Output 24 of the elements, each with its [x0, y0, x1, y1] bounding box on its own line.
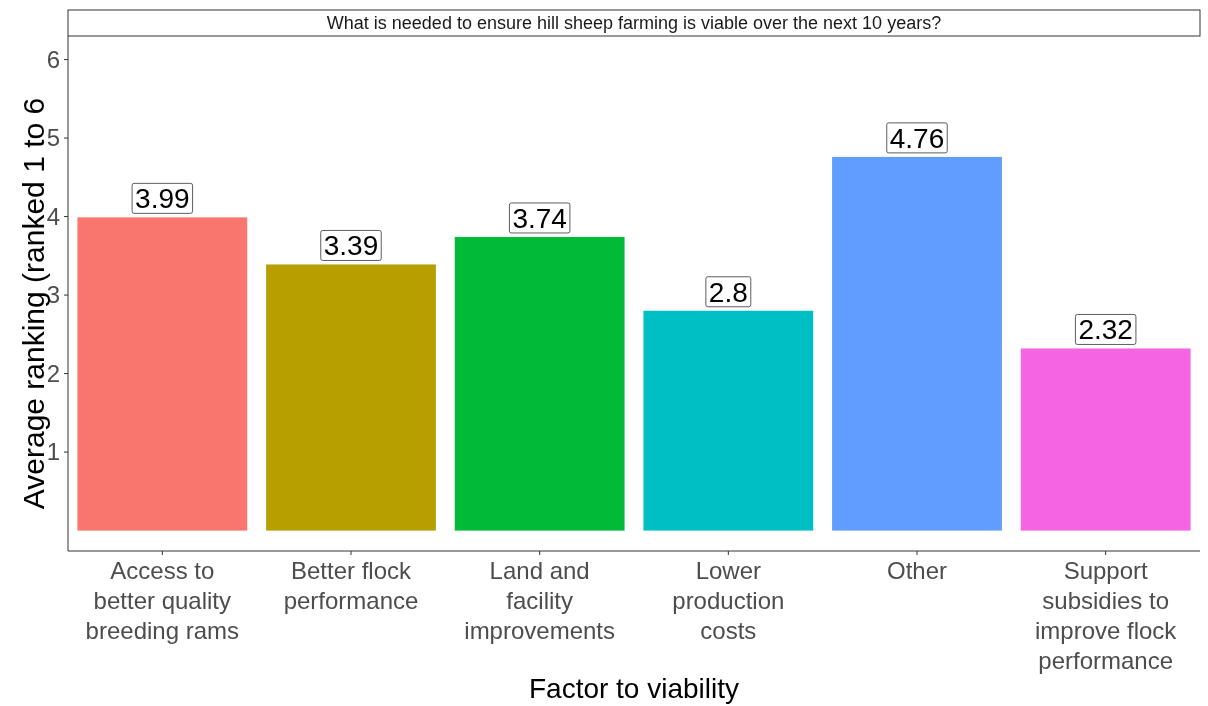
y-tick-label: 6: [46, 45, 60, 73]
bar: [832, 156, 1002, 531]
x-axis-title: Factor to viability: [528, 673, 740, 704]
x-tick-label: Other: [886, 557, 948, 584]
data-label: 3.99: [135, 183, 190, 215]
bar: [1020, 348, 1191, 531]
x-tick-label: Better flock performance: [283, 557, 419, 614]
y-tick-label: 5: [46, 124, 60, 152]
data-label: 4.76: [889, 122, 945, 154]
x-tick-label: Land and facility improvements: [464, 557, 616, 644]
bar: [77, 217, 248, 531]
x-tick-label: Support subsidies to improve flock performance: [1034, 557, 1178, 674]
bar: [266, 264, 436, 531]
data-label: 3.39: [323, 230, 379, 262]
data-label: 2.32: [1078, 314, 1133, 346]
data-label: 2.8: [708, 276, 748, 308]
y-tick-label: 2: [46, 359, 60, 387]
data-label: 3.74: [512, 202, 567, 234]
chart-title: What is needed to ensure hill sheep farming is viable over the next 10 years?: [326, 13, 942, 33]
y-tick-label: 1: [46, 438, 60, 466]
x-tick-label: Access to better quality breeding rams: [85, 557, 240, 644]
bar: [643, 310, 814, 531]
x-tick-label: Lower production costs: [672, 557, 785, 644]
bar: [454, 236, 625, 531]
